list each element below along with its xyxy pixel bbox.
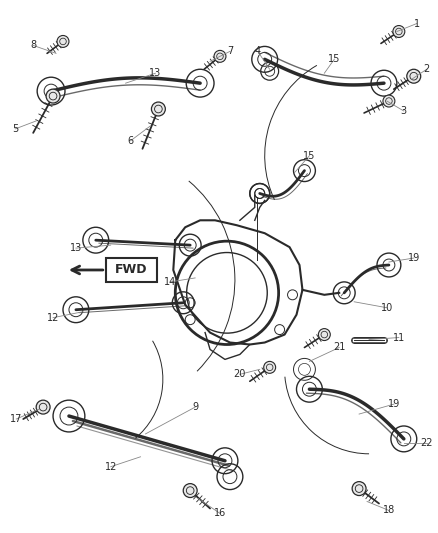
Text: FWD: FWD — [115, 263, 148, 277]
Text: 12: 12 — [105, 462, 117, 472]
Text: 4: 4 — [254, 46, 261, 56]
Circle shape — [352, 482, 366, 496]
Text: 13: 13 — [149, 68, 162, 78]
Text: 15: 15 — [303, 151, 316, 161]
Text: 19: 19 — [408, 253, 420, 263]
Text: 18: 18 — [383, 505, 395, 515]
Text: 19: 19 — [388, 399, 400, 409]
Text: 8: 8 — [30, 41, 36, 51]
Circle shape — [183, 483, 197, 497]
Circle shape — [407, 69, 421, 83]
Text: 14: 14 — [164, 277, 177, 287]
Text: 1: 1 — [413, 19, 420, 29]
Circle shape — [36, 400, 50, 414]
Text: 7: 7 — [227, 46, 233, 56]
Text: 17: 17 — [10, 414, 22, 424]
Circle shape — [152, 102, 165, 116]
Text: 12: 12 — [47, 313, 59, 322]
Circle shape — [57, 36, 69, 47]
Circle shape — [264, 361, 276, 373]
Text: 20: 20 — [234, 369, 246, 379]
Text: 10: 10 — [381, 303, 393, 313]
Text: 11: 11 — [393, 333, 405, 343]
Circle shape — [318, 329, 330, 341]
Text: 6: 6 — [127, 136, 134, 146]
Text: 22: 22 — [420, 438, 433, 448]
Text: 15: 15 — [328, 54, 340, 64]
Text: 9: 9 — [192, 402, 198, 412]
Text: 2: 2 — [424, 64, 430, 74]
Text: 3: 3 — [401, 106, 407, 116]
Circle shape — [214, 51, 226, 62]
Text: 16: 16 — [214, 508, 226, 519]
FancyBboxPatch shape — [106, 258, 157, 282]
Circle shape — [383, 95, 395, 107]
Text: 5: 5 — [12, 124, 18, 134]
Text: 13: 13 — [70, 243, 82, 253]
Text: 21: 21 — [333, 343, 346, 352]
Circle shape — [46, 89, 60, 103]
Circle shape — [393, 26, 405, 37]
